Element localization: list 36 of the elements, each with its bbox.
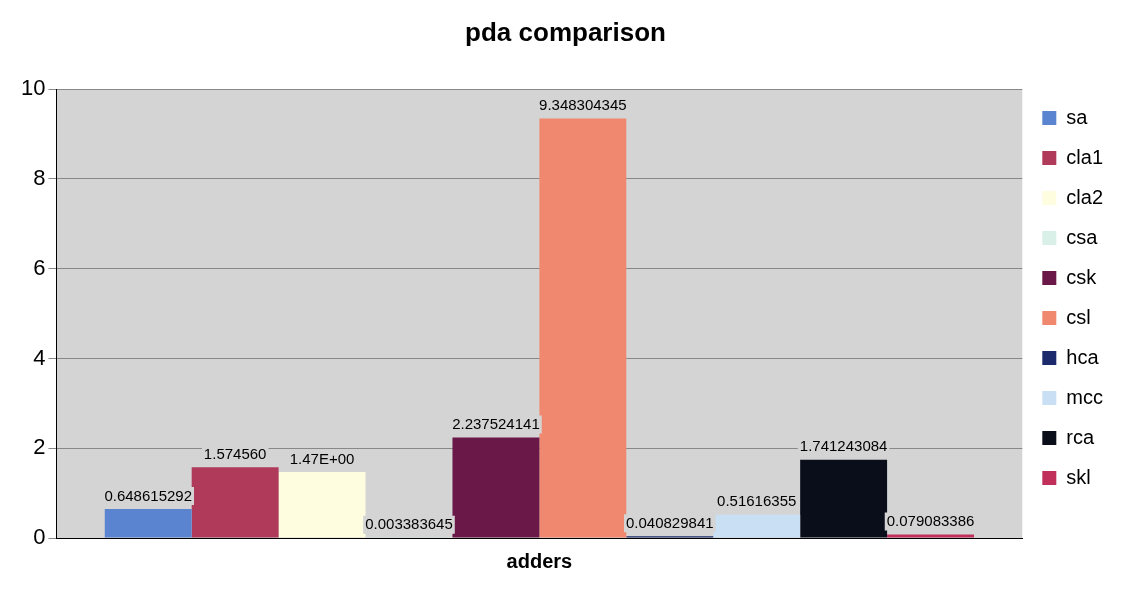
y-tick-label: 0 [33,524,46,550]
data-label: 9.348304345 [539,96,627,114]
bar [539,118,627,538]
legend-label: csk [1066,265,1098,288]
bar [104,508,192,538]
bar [191,467,279,538]
legend-label: skl [1066,465,1091,488]
legend-label: csl [1066,305,1091,328]
y-tick-label: 2 [33,434,46,460]
data-label: 0.040829841 [625,513,714,531]
legend-label: cla2 [1066,185,1104,208]
legend-label: hca [1066,345,1100,368]
bar [452,437,540,538]
data-label: 0.51616355 [717,492,797,510]
bar [800,459,888,538]
legend-label: csa [1066,225,1099,248]
chart-title: pda comparison [465,16,666,47]
data-label: 1.574560 [203,444,267,462]
bar [887,534,975,538]
legend-label: cla1 [1066,145,1104,168]
y-tick-label: 10 [20,75,46,101]
bar [278,472,366,538]
data-label: 1.741243084 [799,437,888,455]
y-tick-label: 4 [33,344,46,370]
y-tick-label: 8 [33,165,46,191]
x-axis-title: adders [506,549,573,572]
data-label: 1.47E+00 [289,449,355,467]
bar [713,514,801,538]
data-label: 0.648615292 [104,486,193,504]
y-tick-label: 6 [33,254,46,280]
legend-label: rca [1066,425,1095,448]
legend-label: mcc [1066,385,1103,408]
data-label: 0.079083386 [886,512,975,530]
legend-label: sa [1066,105,1089,128]
data-label: 0.003383645 [365,515,453,533]
data-label: 2.237524141 [452,415,540,433]
